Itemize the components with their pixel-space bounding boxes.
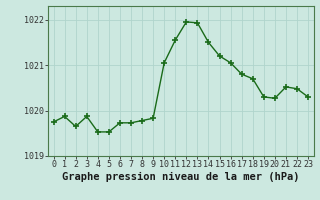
X-axis label: Graphe pression niveau de la mer (hPa): Graphe pression niveau de la mer (hPa) — [62, 172, 300, 182]
